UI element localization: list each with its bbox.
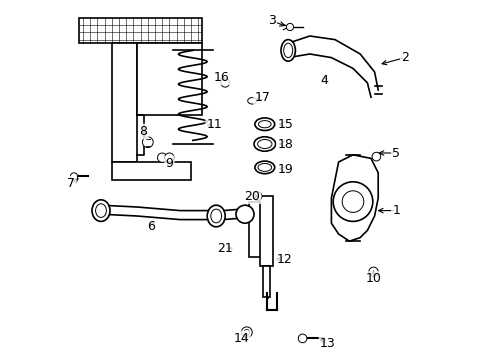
Circle shape <box>71 173 77 180</box>
Circle shape <box>244 329 250 335</box>
Circle shape <box>143 137 153 148</box>
Text: 9: 9 <box>166 157 173 170</box>
Ellipse shape <box>258 163 271 171</box>
Ellipse shape <box>255 118 275 130</box>
Circle shape <box>298 334 307 343</box>
Ellipse shape <box>258 139 272 148</box>
Polygon shape <box>248 202 261 257</box>
Circle shape <box>221 78 229 87</box>
Circle shape <box>242 327 252 338</box>
Text: 8: 8 <box>140 125 147 138</box>
Polygon shape <box>112 43 137 162</box>
Text: 1: 1 <box>392 204 400 217</box>
Text: 6: 6 <box>147 220 155 233</box>
Text: 20: 20 <box>244 190 260 203</box>
Ellipse shape <box>96 204 106 217</box>
Polygon shape <box>263 266 270 297</box>
Ellipse shape <box>259 121 271 128</box>
Circle shape <box>165 153 174 162</box>
Text: 5: 5 <box>392 147 400 159</box>
Circle shape <box>157 153 167 162</box>
Text: 12: 12 <box>277 253 293 266</box>
Polygon shape <box>331 155 378 241</box>
Text: 11: 11 <box>206 118 222 131</box>
Text: 14: 14 <box>234 332 249 345</box>
Ellipse shape <box>248 98 257 104</box>
Ellipse shape <box>281 40 295 61</box>
Circle shape <box>372 152 381 161</box>
Circle shape <box>253 192 262 201</box>
Ellipse shape <box>211 209 221 223</box>
Text: 10: 10 <box>366 273 381 285</box>
Text: 3: 3 <box>268 14 276 27</box>
Ellipse shape <box>207 205 225 227</box>
Circle shape <box>342 191 364 212</box>
Circle shape <box>333 182 373 221</box>
Text: 16: 16 <box>214 71 229 84</box>
Text: 7: 7 <box>68 177 75 190</box>
Ellipse shape <box>255 161 275 174</box>
Text: 18: 18 <box>277 138 293 150</box>
Polygon shape <box>79 18 202 43</box>
Text: 19: 19 <box>277 163 293 176</box>
Text: 2: 2 <box>401 51 409 64</box>
Text: 17: 17 <box>254 91 270 104</box>
Text: 21: 21 <box>218 242 233 255</box>
Text: 13: 13 <box>320 337 336 350</box>
Polygon shape <box>112 162 191 180</box>
Polygon shape <box>260 196 273 266</box>
Polygon shape <box>137 43 202 115</box>
Ellipse shape <box>254 137 275 151</box>
Circle shape <box>286 23 294 31</box>
Ellipse shape <box>92 200 110 221</box>
Text: 15: 15 <box>277 118 293 131</box>
Circle shape <box>236 205 254 223</box>
Circle shape <box>369 267 378 276</box>
Text: 4: 4 <box>320 75 328 87</box>
Ellipse shape <box>284 43 293 58</box>
